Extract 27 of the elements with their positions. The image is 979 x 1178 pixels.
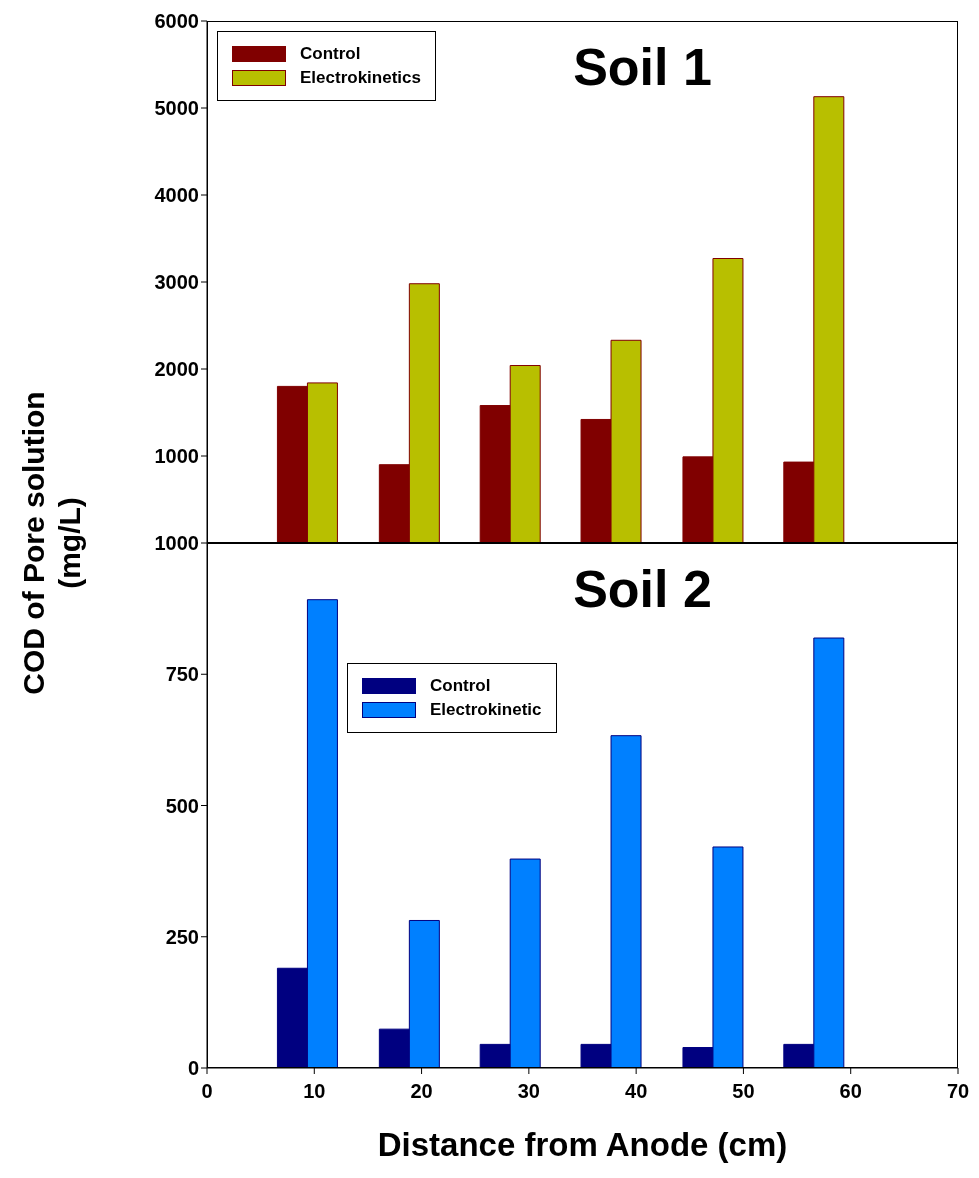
legend-label: Electrokinetic <box>430 700 542 720</box>
y-axis-title: COD of Pore solution (mg/L) <box>16 390 87 697</box>
x-tick-label: 0 <box>201 1080 213 1103</box>
x-tick-label: 70 <box>946 1080 970 1103</box>
chart-title: Soil 1 <box>573 38 712 96</box>
y-tick-label: 2000 <box>154 358 199 381</box>
x-axis-title: Distance from Anode (cm) <box>376 1126 789 1164</box>
legend-label: Control <box>300 44 361 64</box>
y-tick-label: 5000 <box>154 97 199 120</box>
y-tick-label: 0 <box>187 1057 199 1080</box>
y-tick-label: 4000 <box>154 184 199 207</box>
x-tick-label: 40 <box>625 1080 648 1103</box>
x-tick-label: 60 <box>839 1080 862 1103</box>
legend-label: Control <box>430 676 491 696</box>
y-tick-label: 750 <box>165 663 199 686</box>
y-tick-label: 1000 <box>154 445 199 468</box>
x-tick-label: 30 <box>517 1080 540 1103</box>
y-tick-label: 1000 <box>154 532 199 555</box>
y-tick-label: 250 <box>165 925 199 948</box>
legend-label: Electrokinetics <box>300 68 421 88</box>
chart-title: Soil 2 <box>572 560 713 618</box>
y-tick-label: 3000 <box>154 271 199 294</box>
x-tick-label: 10 <box>303 1080 326 1103</box>
x-tick-label: 50 <box>732 1080 755 1103</box>
y-tick-label: 6000 <box>154 10 199 33</box>
y-tick-label: 500 <box>165 794 199 817</box>
x-tick-label: 20 <box>410 1080 433 1103</box>
